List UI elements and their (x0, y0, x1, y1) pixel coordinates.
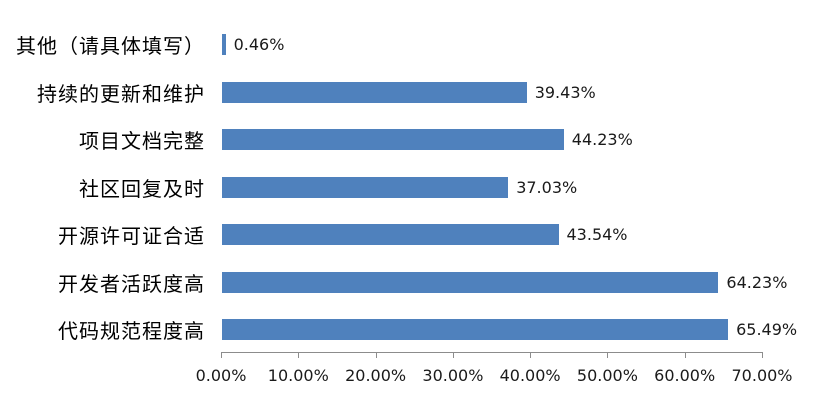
bar (222, 319, 729, 341)
axis-tick (607, 353, 609, 358)
axis-tick (684, 353, 686, 358)
value-label: 39.43% (534, 82, 596, 102)
axis-tick-label: 10.00% (267, 366, 329, 385)
axis-tick-label: 0.00% (195, 366, 247, 385)
axis-tick (762, 353, 763, 358)
axis-tick (298, 353, 300, 358)
chart-row: 持续的更新和维护 39.43% (0, 69, 818, 117)
bar (222, 81, 527, 103)
value-label: 44.23% (571, 130, 633, 150)
category-label: 项目文档完整 (79, 129, 205, 154)
chart-row: 代码规范程度高 65.49% (0, 306, 818, 354)
category-label: 持续的更新和维护 (37, 81, 205, 106)
value-label: 0.46% (233, 35, 285, 55)
bar (222, 176, 509, 198)
value-label: 64.23% (726, 272, 788, 292)
category-label: 开发者活跃度高 (58, 271, 205, 296)
value-label: 65.49% (736, 320, 798, 340)
bar-area: 37.03% (222, 176, 578, 198)
axis-tick-label: 40.00% (499, 366, 561, 385)
category-label: 社区回复及时 (79, 176, 205, 201)
value-label: 37.03% (516, 177, 578, 197)
bar-area: 39.43% (222, 81, 596, 103)
category-label: 开源许可证合适 (58, 224, 205, 249)
bar (222, 271, 719, 293)
axis-tick (452, 353, 454, 358)
axis-tick-label: 70.00% (731, 366, 793, 385)
axis-tick-label: 60.00% (654, 366, 716, 385)
chart-rows: 其他（请具体填写） 0.46% 持续的更新和维护 39.43% 项目文档完整 44.23%… (0, 21, 818, 354)
bar-area: 43.54% (222, 224, 628, 246)
axis-tick-label: 20.00% (345, 366, 407, 385)
chart-row: 项目文档完整 44.23% (0, 116, 818, 164)
axis-tick-label: 30.00% (422, 366, 484, 385)
bar-area: 64.23% (222, 271, 788, 293)
bar-area: 65.49% (222, 319, 798, 341)
axis-tick-label: 50.00% (576, 366, 638, 385)
value-label: 43.54% (566, 225, 628, 245)
bar (222, 224, 559, 246)
bar-area: 0.46% (222, 34, 285, 56)
x-axis: 0.00% 10.00% 20.00% 30.00% 40.00% 50.00% 60.00… (196, 352, 793, 385)
category-label: 代码规范程度高 (58, 319, 205, 344)
category-label: 其他（请具体填写） (16, 34, 205, 59)
bar (222, 34, 226, 56)
chart-row: 社区回复及时 37.03% (0, 164, 818, 212)
chart-row: 开发者活跃度高 64.23% (0, 259, 818, 307)
axis-tick (530, 353, 532, 358)
bar (222, 129, 564, 151)
chart-row: 其他（请具体填写） 0.46% (0, 21, 818, 69)
axis-tick (375, 353, 377, 358)
bar-area: 44.23% (222, 129, 633, 151)
chart-row: 开源许可证合适 43.54% (0, 211, 818, 259)
axis-tick (221, 353, 222, 358)
